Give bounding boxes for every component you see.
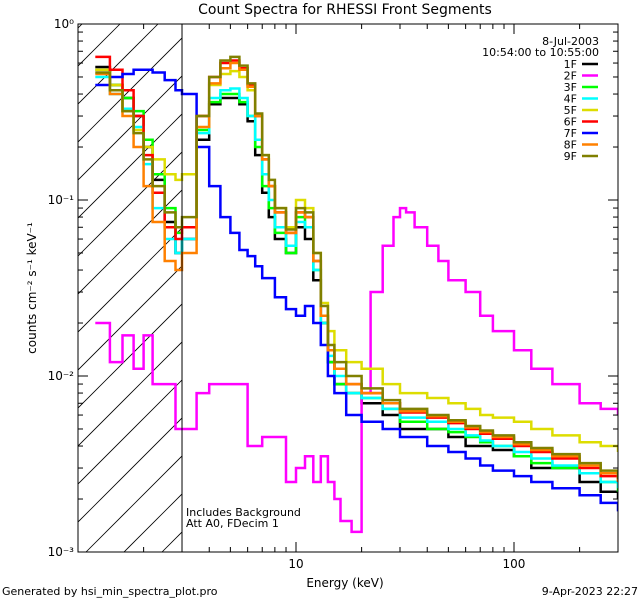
legend-label-8F: 8F xyxy=(564,139,577,152)
hatch-line xyxy=(78,227,183,333)
legend-time-range: 10:54:00 to 10:55:00 xyxy=(482,46,599,59)
tick-labels: 10 100 10⁰ 10⁻¹ 10⁻² 10⁻³ xyxy=(48,17,526,571)
hatch-line xyxy=(0,24,6,552)
hatch-line xyxy=(78,24,83,29)
y-tick-label: 10⁻² xyxy=(48,369,75,383)
series-line-2F xyxy=(95,206,618,534)
x-tick-label: 10 xyxy=(288,557,303,571)
x-axis-label: Energy (keV) xyxy=(306,576,383,590)
footer-timestamp: 9-Apr-2023 22:27 xyxy=(542,585,638,598)
legend-label-2F: 2F xyxy=(564,70,577,83)
axes xyxy=(77,23,619,553)
footer-generated-by: Generated by hsi_min_spectra_plot.pro xyxy=(2,585,218,598)
hatch-line xyxy=(78,303,183,409)
hatch-line xyxy=(78,265,183,371)
legend-label-7F: 7F xyxy=(564,127,577,140)
hatch-line xyxy=(78,379,183,485)
annotation-background: Includes Background xyxy=(186,506,301,519)
x-tick-label: 100 xyxy=(503,557,526,571)
y-tick-label: 10⁻¹ xyxy=(48,193,75,207)
legend-label-4F: 4F xyxy=(564,93,577,106)
hatch-line xyxy=(78,113,183,219)
legend-label-5F: 5F xyxy=(564,104,577,117)
legend-label-9F: 9F xyxy=(564,150,577,163)
hatch-line xyxy=(78,417,183,523)
series-lines xyxy=(95,55,618,534)
hatch-line xyxy=(78,341,183,447)
y-axis-label: counts cm⁻² s⁻¹ keV⁻¹ xyxy=(25,222,39,354)
hatch-line xyxy=(78,37,183,143)
series-line-6F xyxy=(95,55,618,482)
chart-title: Count Spectra for RHESSI Front Segments xyxy=(198,2,492,18)
hatch-line xyxy=(78,189,183,295)
series-line-1F xyxy=(95,65,618,499)
legend-date: 8-Jul-2003 xyxy=(542,35,599,48)
hatched-region xyxy=(0,24,183,552)
series-line-7F xyxy=(95,68,618,512)
y-tick-label: 10⁻³ xyxy=(48,545,75,559)
series-line-8F xyxy=(95,61,618,482)
plot-frame xyxy=(77,23,619,553)
legend-label-3F: 3F xyxy=(564,81,577,94)
legend-label-1F: 1F xyxy=(564,58,577,71)
legend-label-6F: 6F xyxy=(564,116,577,129)
annotation-attenuator: Att A0, FDecim 1 xyxy=(186,517,279,530)
hatch-line xyxy=(78,75,183,181)
hatch-line xyxy=(85,455,183,552)
hatch-line xyxy=(78,24,121,67)
series-line-9F xyxy=(95,55,618,479)
series-line-5F xyxy=(95,68,618,452)
y-tick-label: 10⁰ xyxy=(54,17,74,31)
